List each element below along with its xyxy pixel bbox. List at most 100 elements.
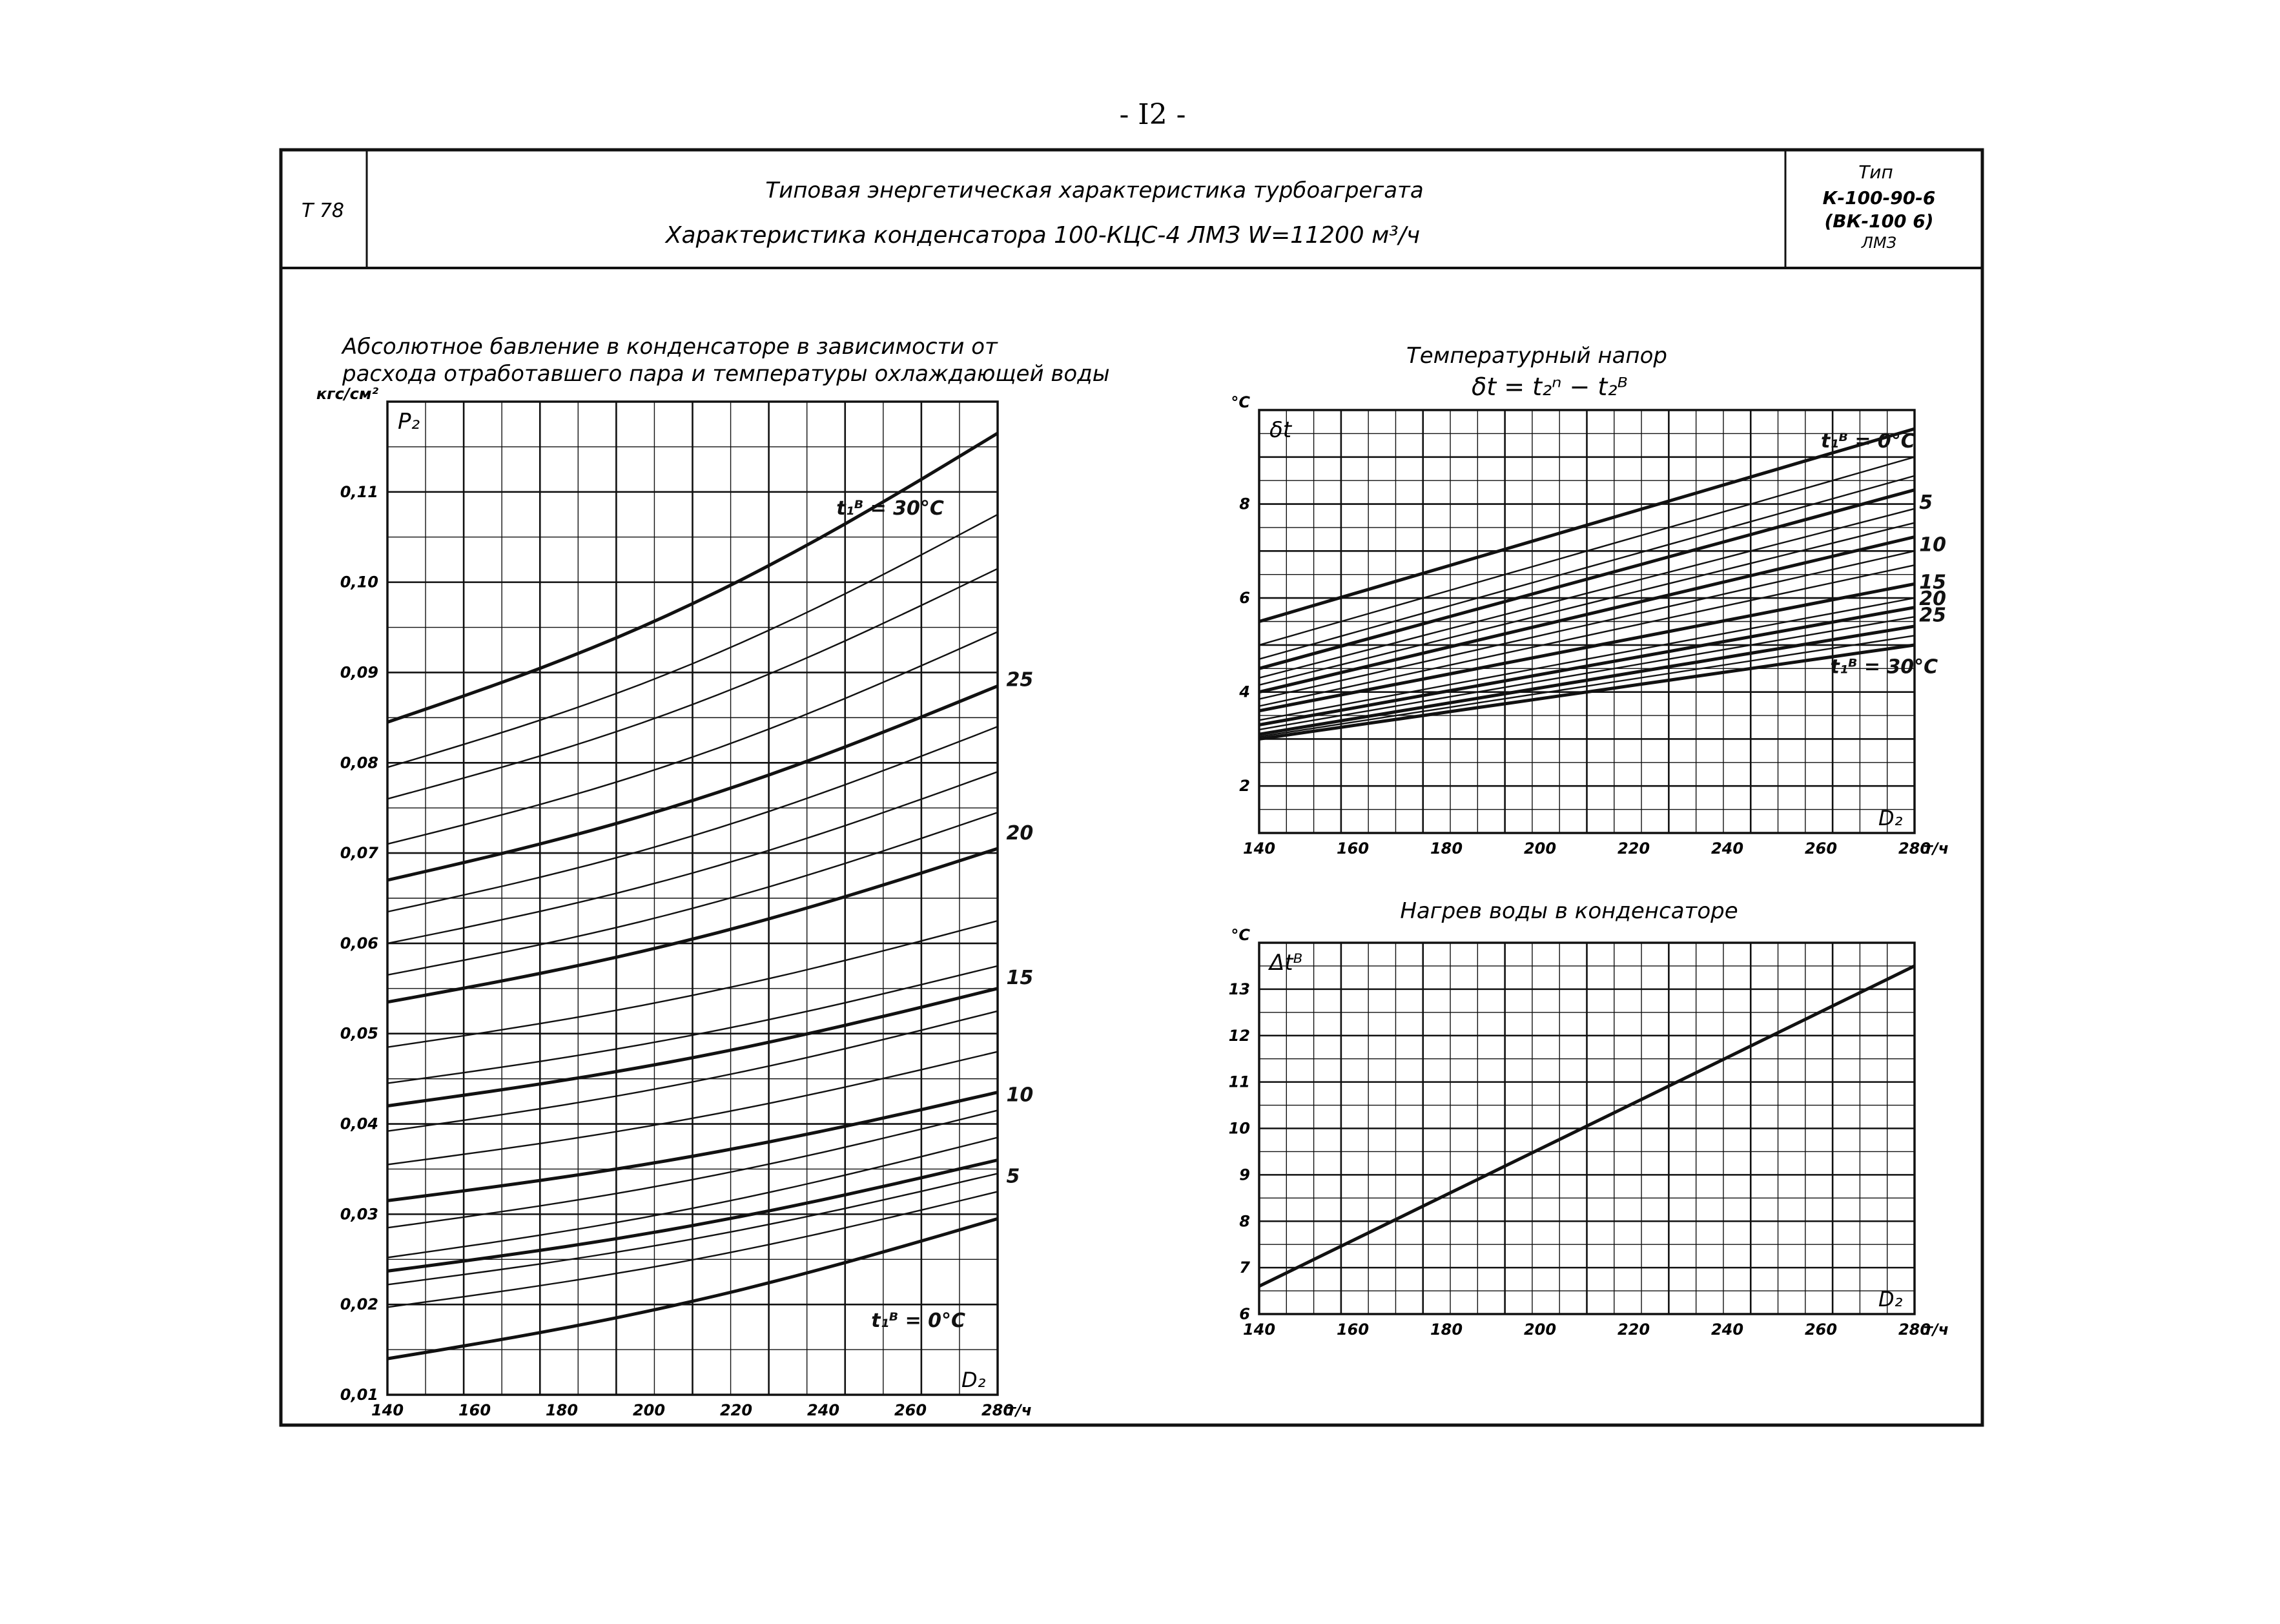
series-line (387, 631, 998, 845)
y-tick-label: 0,05 (340, 1025, 378, 1043)
x-tick-label: 180 (546, 1401, 578, 1419)
series-line (387, 1091, 998, 1202)
y-axis-unit: °С (1231, 926, 1250, 944)
series-line (387, 568, 998, 800)
series-label: 10 (1007, 1084, 1034, 1107)
x-tick-label: 240 (1711, 839, 1743, 858)
series-line (387, 1136, 998, 1259)
series-line (1258, 964, 1916, 1288)
plot-border (386, 400, 999, 1396)
y-tick-label: 0,09 (340, 663, 378, 681)
x-tick-label: 140 (1243, 1321, 1275, 1339)
series-line (1258, 643, 1915, 741)
x-tick-label: 160 (458, 1401, 491, 1419)
series-label: t₁ᴮ = 0°C (871, 1310, 965, 1332)
series-label: 20 (1919, 588, 1946, 610)
x-tick-label: 200 (1524, 839, 1556, 858)
x-axis-label: D₂ (1878, 1287, 1903, 1311)
x-tick-label: 220 (1618, 839, 1650, 858)
type-line-1: К-100-90-6 (1823, 187, 1936, 209)
x-tick-label: 140 (1243, 839, 1275, 858)
x-tick-label: 220 (720, 1401, 752, 1419)
pressure-chart: 140 160 180 200 220 240 260 280 0,01 0,02 0,03 0,04… (316, 385, 1033, 1419)
series-line (1258, 564, 1915, 707)
type-label: Тип (1858, 161, 1893, 183)
y-tick-label: 0,10 (340, 573, 378, 591)
temp-head-title: Температурный напор (1406, 343, 1667, 369)
series-line (387, 1158, 998, 1273)
x-tick-label: 200 (1524, 1321, 1556, 1339)
series-line (1258, 597, 1915, 721)
y-tick-label: 4 (1238, 683, 1250, 701)
series-line (1258, 550, 1915, 700)
series-line (387, 812, 998, 976)
plot-border (1258, 941, 1916, 1315)
y-tick-label: 0,03 (340, 1205, 378, 1223)
series-label: 15 (1919, 571, 1946, 594)
x-tick-label: 180 (1430, 839, 1463, 858)
series-line (387, 431, 999, 724)
series-line (387, 513, 998, 768)
type-line-2: (ВК-100 6) (1824, 211, 1933, 232)
temp-head-subtitle: δt = t₂ⁿ − t₂ᴮ (1472, 373, 1628, 401)
series-line (387, 987, 998, 1108)
y-axis-unit: кгс/см² (316, 385, 379, 403)
y-tick-label: 0,07 (340, 844, 379, 862)
series-label: 25 (1007, 668, 1034, 691)
x-tick-label: 280 (1898, 1321, 1931, 1339)
series-line (387, 1051, 998, 1166)
x-tick-label: 260 (894, 1401, 927, 1419)
x-axis-unit: т/ч (1924, 1321, 1949, 1339)
y-tick-label: 8 (1239, 1212, 1250, 1230)
series-line (387, 1109, 998, 1229)
water-heat-title: Нагрев воды в конденсаторе (1400, 898, 1738, 924)
pressure-chart-title-2: расхода отработавшего пара и температуры… (342, 361, 1110, 387)
series-line (387, 1010, 998, 1132)
series-line (1258, 522, 1915, 686)
series-line (1258, 488, 1915, 670)
y-tick-label: 7 (1239, 1259, 1250, 1277)
series-line (1258, 475, 1915, 660)
x-tick-label: 180 (1430, 1321, 1463, 1339)
y-tick-label: 0,01 (340, 1386, 378, 1404)
series-label: 5 (1919, 491, 1933, 514)
y-tick-label: 0,08 (340, 754, 378, 772)
series-line (387, 771, 998, 945)
drawing-frame (279, 148, 1984, 1427)
title-block: Т 78 Типовая энергетическая характеристи… (281, 150, 1982, 269)
page-number: - I2 - (1119, 98, 1186, 131)
series-label: 20 (1007, 822, 1034, 845)
y-tick-label: 6 (1239, 589, 1250, 607)
series-line (387, 684, 998, 882)
series-label: 15 (1007, 967, 1034, 989)
x-tick-label: 240 (1711, 1321, 1743, 1339)
x-axis-label: D₂ (1878, 806, 1903, 830)
series-label: t₁ᴮ = 30°C (836, 497, 944, 520)
y-tick-label: 0,02 (340, 1295, 378, 1313)
y-tick-label: 0,04 (340, 1115, 378, 1133)
y-tick-label: 9 (1239, 1166, 1250, 1184)
y-tick-label: 8 (1239, 495, 1250, 513)
x-tick-label: 280 (1898, 839, 1931, 858)
series-line (1258, 635, 1915, 737)
series-line (1258, 508, 1915, 679)
x-tick-label: 140 (371, 1401, 404, 1419)
temperature-head-chart: 140 160 180 200 220 240 260 280 2 4 6 8 °С δt D₂ т/ч t₁ᴮ… (1231, 393, 1949, 858)
series-line (387, 1217, 998, 1361)
type-line-3: ЛМЗ (1861, 234, 1896, 252)
x-tick-label: 260 (1805, 1321, 1837, 1339)
x-tick-label: 260 (1805, 839, 1837, 858)
series-label: 5 (1007, 1165, 1020, 1187)
series-line (387, 1173, 998, 1286)
y-tick-label: 0,11 (340, 483, 378, 501)
x-axis-unit: т/ч (1007, 1401, 1032, 1419)
series-label: 10 (1919, 533, 1946, 556)
x-axis-label: D₂ (961, 1368, 986, 1392)
series-line (387, 965, 998, 1084)
x-tick-label: 220 (1618, 1321, 1650, 1339)
title-line-1: Типовая энергетическая характеристика ту… (765, 178, 1423, 203)
series-line (387, 1191, 998, 1308)
y-tick-label: 13 (1229, 980, 1250, 998)
series-line (1258, 606, 1915, 727)
title-line-2: Характеристика конденсатора 100-КЦС-4 ЛМ… (664, 222, 1420, 249)
